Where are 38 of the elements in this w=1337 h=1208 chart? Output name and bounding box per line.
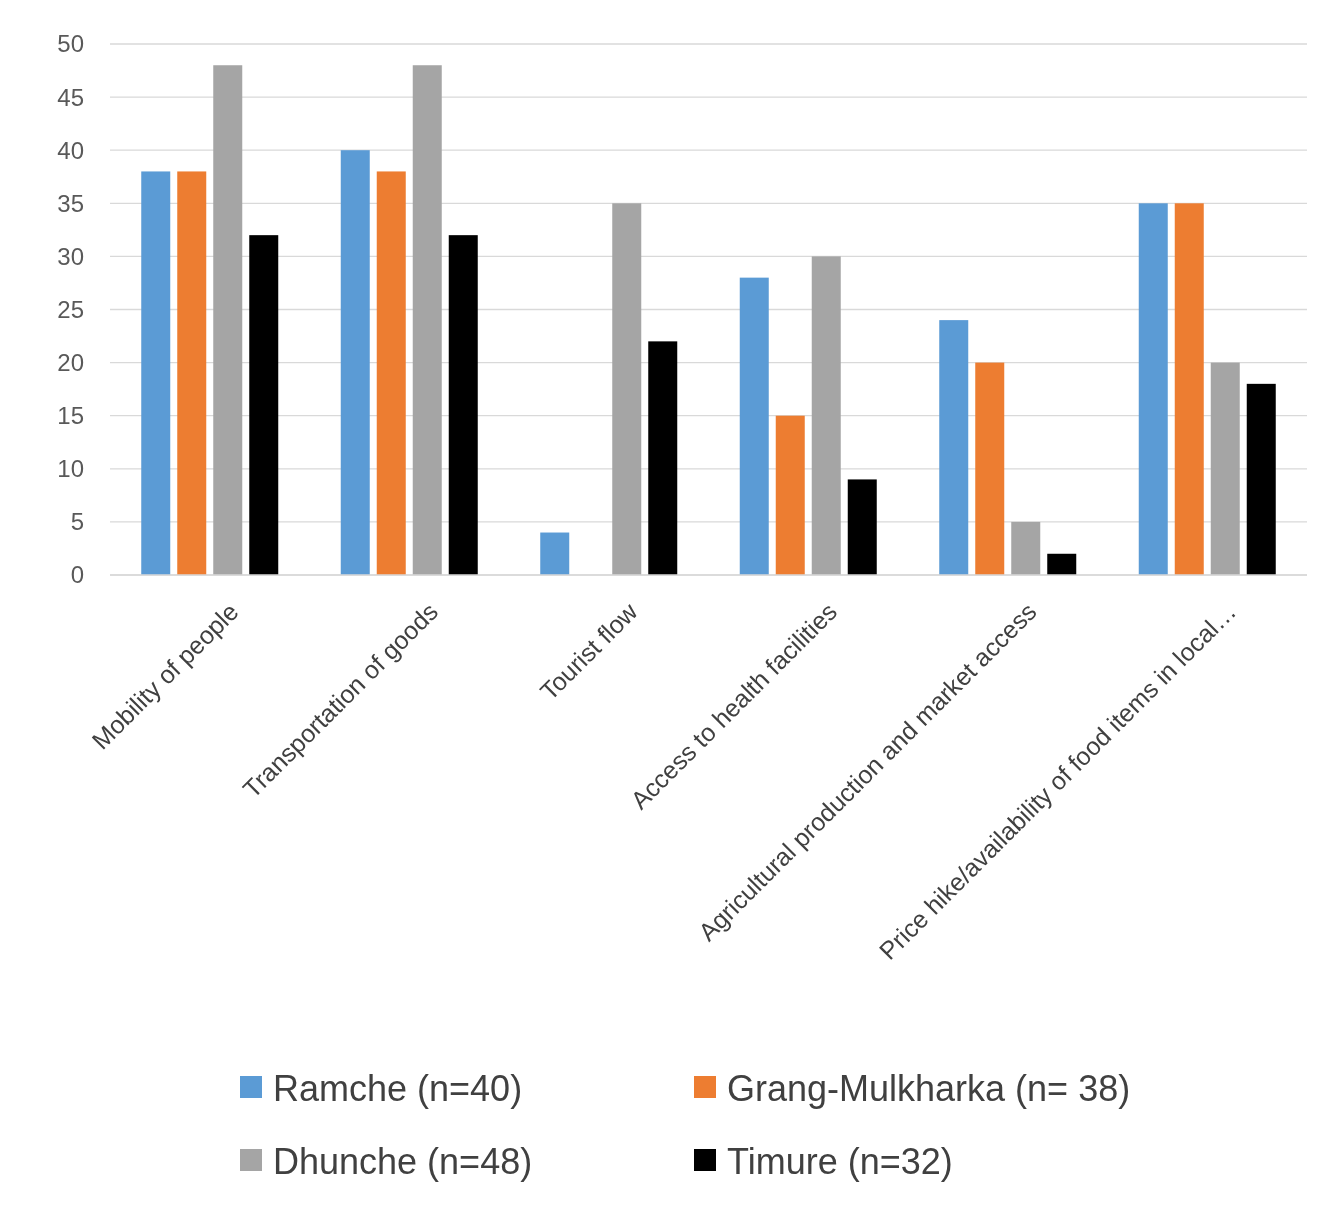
legend-label: Grang-Mulkharka (n= 38) xyxy=(727,1067,1131,1109)
bar xyxy=(648,341,678,575)
y-tick-label: 30 xyxy=(57,242,84,270)
bar xyxy=(340,150,370,575)
bar xyxy=(213,65,243,575)
bar xyxy=(1047,553,1077,575)
bar xyxy=(1210,362,1240,575)
bar xyxy=(1174,203,1204,575)
bar xyxy=(739,277,769,575)
bar xyxy=(847,479,877,575)
legend-label: Dhunche (n=48) xyxy=(273,1140,533,1182)
y-tick-label: 0 xyxy=(70,561,84,589)
bar xyxy=(1138,203,1168,575)
y-tick-label: 10 xyxy=(57,455,84,483)
bar xyxy=(1246,383,1276,575)
y-tick-label: 25 xyxy=(57,295,84,323)
bar xyxy=(1011,521,1041,575)
y-tick-label: 45 xyxy=(57,83,84,111)
bar xyxy=(448,235,478,575)
y-tick-label: 20 xyxy=(57,349,84,376)
bar xyxy=(540,532,570,575)
bar xyxy=(775,415,805,575)
bar xyxy=(376,171,406,575)
bar xyxy=(177,171,207,575)
y-tick-label: 15 xyxy=(57,402,84,430)
bar xyxy=(975,362,1005,575)
y-tick-label: 40 xyxy=(57,136,84,164)
y-tick-label: 5 xyxy=(70,508,84,536)
bar xyxy=(412,65,442,575)
bar xyxy=(811,256,841,575)
bar xyxy=(612,203,642,575)
legend-label: Ramche (n=40) xyxy=(273,1067,523,1109)
legend-label: Timure (n=32) xyxy=(727,1140,953,1182)
bar xyxy=(939,320,969,575)
bar xyxy=(141,171,171,575)
y-tick-label: 50 xyxy=(57,30,84,58)
bar xyxy=(249,235,279,575)
y-tick-label: 35 xyxy=(57,189,84,217)
